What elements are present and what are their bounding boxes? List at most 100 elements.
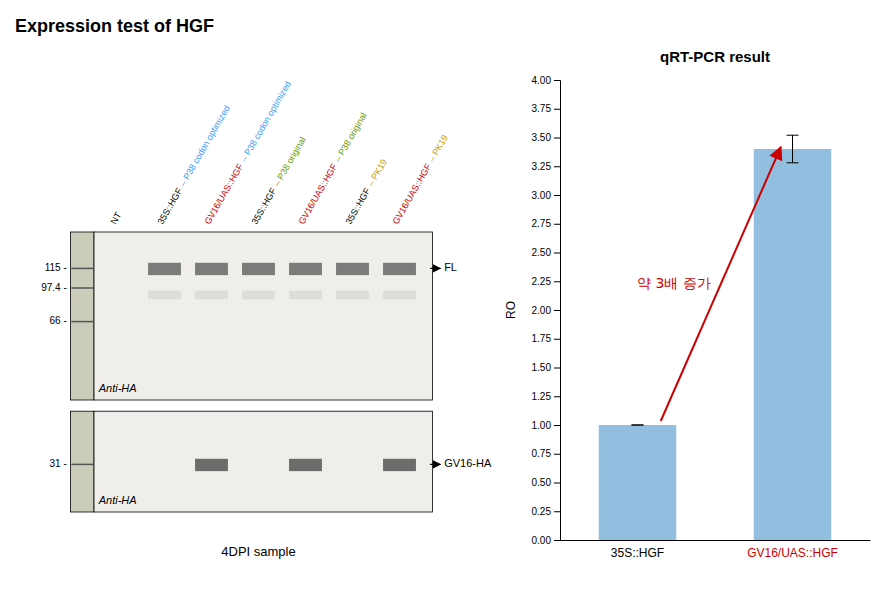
band-faint [242,291,275,299]
tick: 0.75 [532,448,560,459]
band [289,263,322,275]
mw-marker-label: 97.4 - [41,282,67,293]
tick-mark [554,281,560,282]
band-arrow [430,268,440,269]
marks [599,135,832,540]
tick-label: 2.50 [532,247,552,258]
tick: 1.50 [532,362,560,373]
tick-mark [554,339,560,340]
annotation: 약 3배 증가 [637,275,711,291]
tick-label: GV16/UAS::HGF [747,546,838,560]
lane-label: GV16/UAS::HGF [391,162,434,226]
lane-sublabel: – PK19 [427,133,450,164]
tick-mark [554,396,560,397]
tick-mark [554,109,560,110]
tick-label: 0.75 [532,448,552,459]
blot-label: Anti-HA [98,382,137,394]
lane-sublabel: – P38 codon optimized [239,79,293,163]
tick-mark [554,425,560,426]
blot-label: Anti-HA [98,494,137,506]
tick-label: 4.00 [532,75,552,86]
tick-mark [554,454,560,455]
tick: 1.75 [532,333,560,344]
tick: 3.75 [532,103,560,114]
tick: 0.50 [532,477,560,488]
axis-line [561,540,871,541]
tick-mark [554,253,560,254]
y-axis-title: RO [504,301,518,319]
lane-sublabel: – PK19 [366,157,389,188]
band-faint [195,291,228,299]
tick: 3.00 [532,190,560,201]
ladder-bottom [71,411,95,512]
tick-label: 2.75 [532,218,552,229]
tick-mark [554,368,560,369]
band-faint [148,291,181,299]
tick: 0.00 [532,535,560,546]
tick-label: 2.25 [532,276,552,287]
tick-label: 35S::HGF [611,546,664,560]
y-axis: 0.00 0.25 0.50 0.75 1.00 1.25 1.50 1.75 2.00 2.25… [532,75,561,546]
error-bar [792,135,793,163]
lane-label: GV16/UAS::HGF [203,162,246,226]
band [195,459,228,471]
error-cap [632,425,644,426]
tick: 3.25 [532,161,560,172]
blot-panel: Expression test of HGFNT35S::HGF– P38 co… [15,16,492,559]
mw-marker-line [71,321,93,323]
tick: 35S::HGF [611,540,664,560]
band-label: FL [444,261,457,273]
tick-mark [554,483,560,484]
band [148,263,181,275]
ladder-top [71,232,95,400]
tick: 1.00 [532,420,560,431]
blot-top [94,232,432,400]
blot-bottom [94,411,432,512]
tick-mark [554,540,560,541]
band [289,459,322,471]
tick-label: 1.25 [532,391,552,402]
tick-mark [554,80,560,81]
lane-label: NT [109,210,124,226]
tick-mark [554,511,560,512]
tick-label: 1.00 [532,420,552,431]
band [195,263,228,275]
tick: GV16/UAS::HGF [747,540,838,560]
lane-label: 35S::HGF [250,186,279,226]
error-cap [787,135,799,136]
mw-marker-line [71,287,93,289]
bar-panel: 0.00 0.25 0.50 0.75 1.00 1.25 1.50 1.75 2.00 2.25… [504,48,871,560]
tick-label: 1.75 [532,333,552,344]
title: Expression test of HGF [15,16,214,36]
band-arrow [430,464,440,465]
tick: 2.75 [532,218,560,229]
lane-label: 35S::HGF [344,186,373,226]
tick: 0.25 [532,506,560,517]
lane-label: 35S::HGF [156,186,185,226]
tick: 4.00 [532,75,560,86]
tick: 3.50 [532,132,560,143]
band-faint [289,291,322,299]
lane-label: GV16/UAS::HGF [297,162,340,226]
caption: 4DPI sample [221,544,295,559]
tick-label: 0.50 [532,477,552,488]
band [336,263,369,275]
figure: Expression test of HGFNT35S::HGF– P38 co… [0,0,896,594]
tick-mark [554,195,560,196]
error-cap [787,162,799,163]
tick-mark [554,310,560,311]
tick-label: 0.25 [532,506,552,517]
tick-label: 3.25 [532,161,552,172]
lane-sublabel: – P38 codon optimized [178,104,232,188]
error-cap [632,425,644,426]
mw-marker-label: 115 - [45,262,67,273]
band [383,263,416,275]
tick-mark [554,224,560,225]
tick: 2.25 [532,276,560,287]
tick-label: 3.50 [532,132,552,143]
tick-label: 1.50 [532,362,552,373]
tick: 2.50 [532,247,560,258]
tick: 2.00 [532,305,560,316]
axis-line [554,81,561,541]
chart-title: qRT-PCR result [660,48,770,65]
